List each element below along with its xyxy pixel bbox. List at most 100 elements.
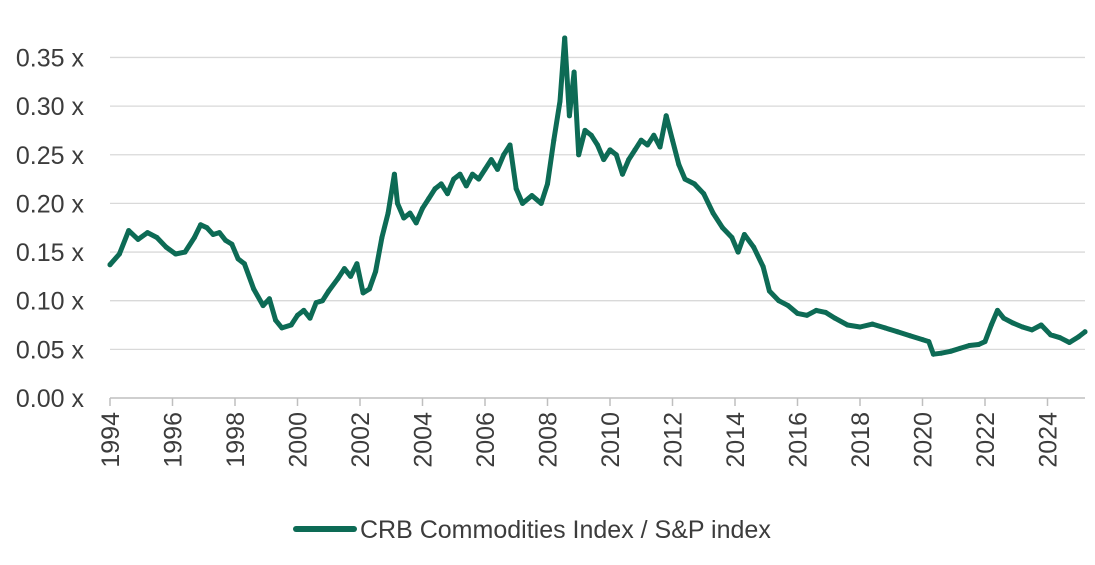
- data-point: [395, 200, 400, 206]
- data-point: [145, 230, 150, 236]
- data-point: [520, 200, 525, 206]
- data-point: [1082, 329, 1088, 335]
- data-point: [976, 342, 982, 347]
- data-point: [938, 350, 944, 356]
- data-point: [163, 244, 169, 250]
- data-point: [907, 333, 913, 339]
- data-point: [857, 324, 863, 330]
- y-tick-label: 0.20 x: [16, 190, 85, 218]
- data-point: [785, 303, 791, 309]
- data-point: [173, 251, 179, 257]
- data-point: [832, 315, 838, 321]
- data-point: [920, 337, 925, 343]
- data-point: [995, 307, 1000, 313]
- x-tick-label: 1996: [160, 412, 188, 468]
- legend-label: CRB Commodities Index / S&P index: [360, 516, 771, 544]
- x-tick-label: 2000: [285, 412, 313, 468]
- data-point: [529, 193, 535, 199]
- x-axis-tick-labels: 1994 1996 1998 2000 2002 2004 2006 2008 2010 2012…: [97, 398, 1063, 468]
- data-point: [1066, 340, 1072, 345]
- x-tick-label: 2018: [847, 412, 875, 468]
- data-point: [241, 261, 247, 267]
- x-tick-label: 2022: [972, 412, 1000, 468]
- data-point: [613, 152, 619, 158]
- x-tick-label: 2004: [410, 412, 438, 468]
- series-layer: [107, 35, 1088, 357]
- data-point: [948, 348, 954, 354]
- data-point: [562, 35, 568, 41]
- x-tick-label: 2012: [660, 412, 688, 468]
- data-point: [135, 236, 141, 242]
- x-tick-label: 1998: [222, 412, 250, 468]
- data-point: [845, 322, 850, 328]
- data-point: [279, 325, 285, 331]
- data-point: [691, 181, 697, 187]
- data-point: [326, 288, 332, 294]
- data-point: [620, 171, 625, 177]
- data-point: [445, 191, 450, 197]
- data-point: [741, 232, 747, 237]
- data-point: [307, 315, 313, 321]
- y-tick-label: 0.00 x: [16, 385, 85, 413]
- data-point: [251, 286, 257, 292]
- data-point: [638, 137, 644, 143]
- data-point: [301, 307, 307, 313]
- data-point: [107, 262, 113, 268]
- data-point: [682, 176, 688, 182]
- x-tick-label: 2010: [597, 412, 625, 468]
- data-point: [1038, 322, 1044, 328]
- x-tick-label: 1994: [97, 412, 125, 468]
- series-polyline: [107, 35, 1088, 357]
- data-point: [651, 132, 657, 138]
- data-point: [895, 329, 900, 335]
- data-point: [882, 325, 888, 331]
- data-point: [198, 222, 204, 228]
- y-tick-label: 0.15 x: [16, 239, 85, 267]
- data-point: [288, 322, 294, 328]
- data-point: [482, 166, 488, 172]
- data-point: [776, 298, 782, 304]
- x-tick-label: 2016: [785, 412, 813, 468]
- data-point: [216, 230, 222, 236]
- data-point: [476, 176, 482, 182]
- data-point: [182, 249, 188, 255]
- data-point: [223, 237, 229, 243]
- data-point: [566, 113, 572, 119]
- data-point: [507, 142, 513, 148]
- data-point: [1010, 320, 1016, 326]
- data-point: [729, 235, 735, 240]
- data-point: [1076, 334, 1082, 340]
- data-point: [571, 69, 577, 75]
- x-tick-label: 2006: [472, 412, 500, 468]
- data-point: [451, 176, 457, 182]
- data-point: [632, 147, 638, 153]
- gridlines: [110, 56, 1085, 399]
- data-point: [766, 288, 772, 294]
- data-point: [385, 210, 391, 216]
- y-tick-label: 0.25 x: [16, 142, 85, 170]
- y-tick-label: 0.30 x: [16, 93, 85, 121]
- data-point: [545, 181, 550, 187]
- data-point: [463, 183, 469, 189]
- data-point: [295, 312, 300, 318]
- data-point: [335, 275, 341, 281]
- data-point: [751, 244, 757, 250]
- data-point: [273, 317, 279, 323]
- y-tick-label: 0.35 x: [16, 44, 85, 72]
- data-point: [426, 196, 432, 201]
- data-point: [607, 147, 613, 153]
- data-point: [588, 132, 594, 138]
- data-point: [670, 137, 675, 143]
- data-point: [341, 266, 347, 272]
- data-point: [982, 339, 988, 345]
- x-tick-label: 2008: [535, 412, 563, 468]
- data-point: [926, 339, 932, 345]
- data-point: [663, 113, 669, 119]
- series-line: [107, 35, 1088, 357]
- data-point: [320, 298, 325, 304]
- data-point: [626, 157, 632, 163]
- data-point: [1057, 335, 1063, 341]
- data-point: [813, 307, 819, 313]
- data-point: [551, 137, 557, 143]
